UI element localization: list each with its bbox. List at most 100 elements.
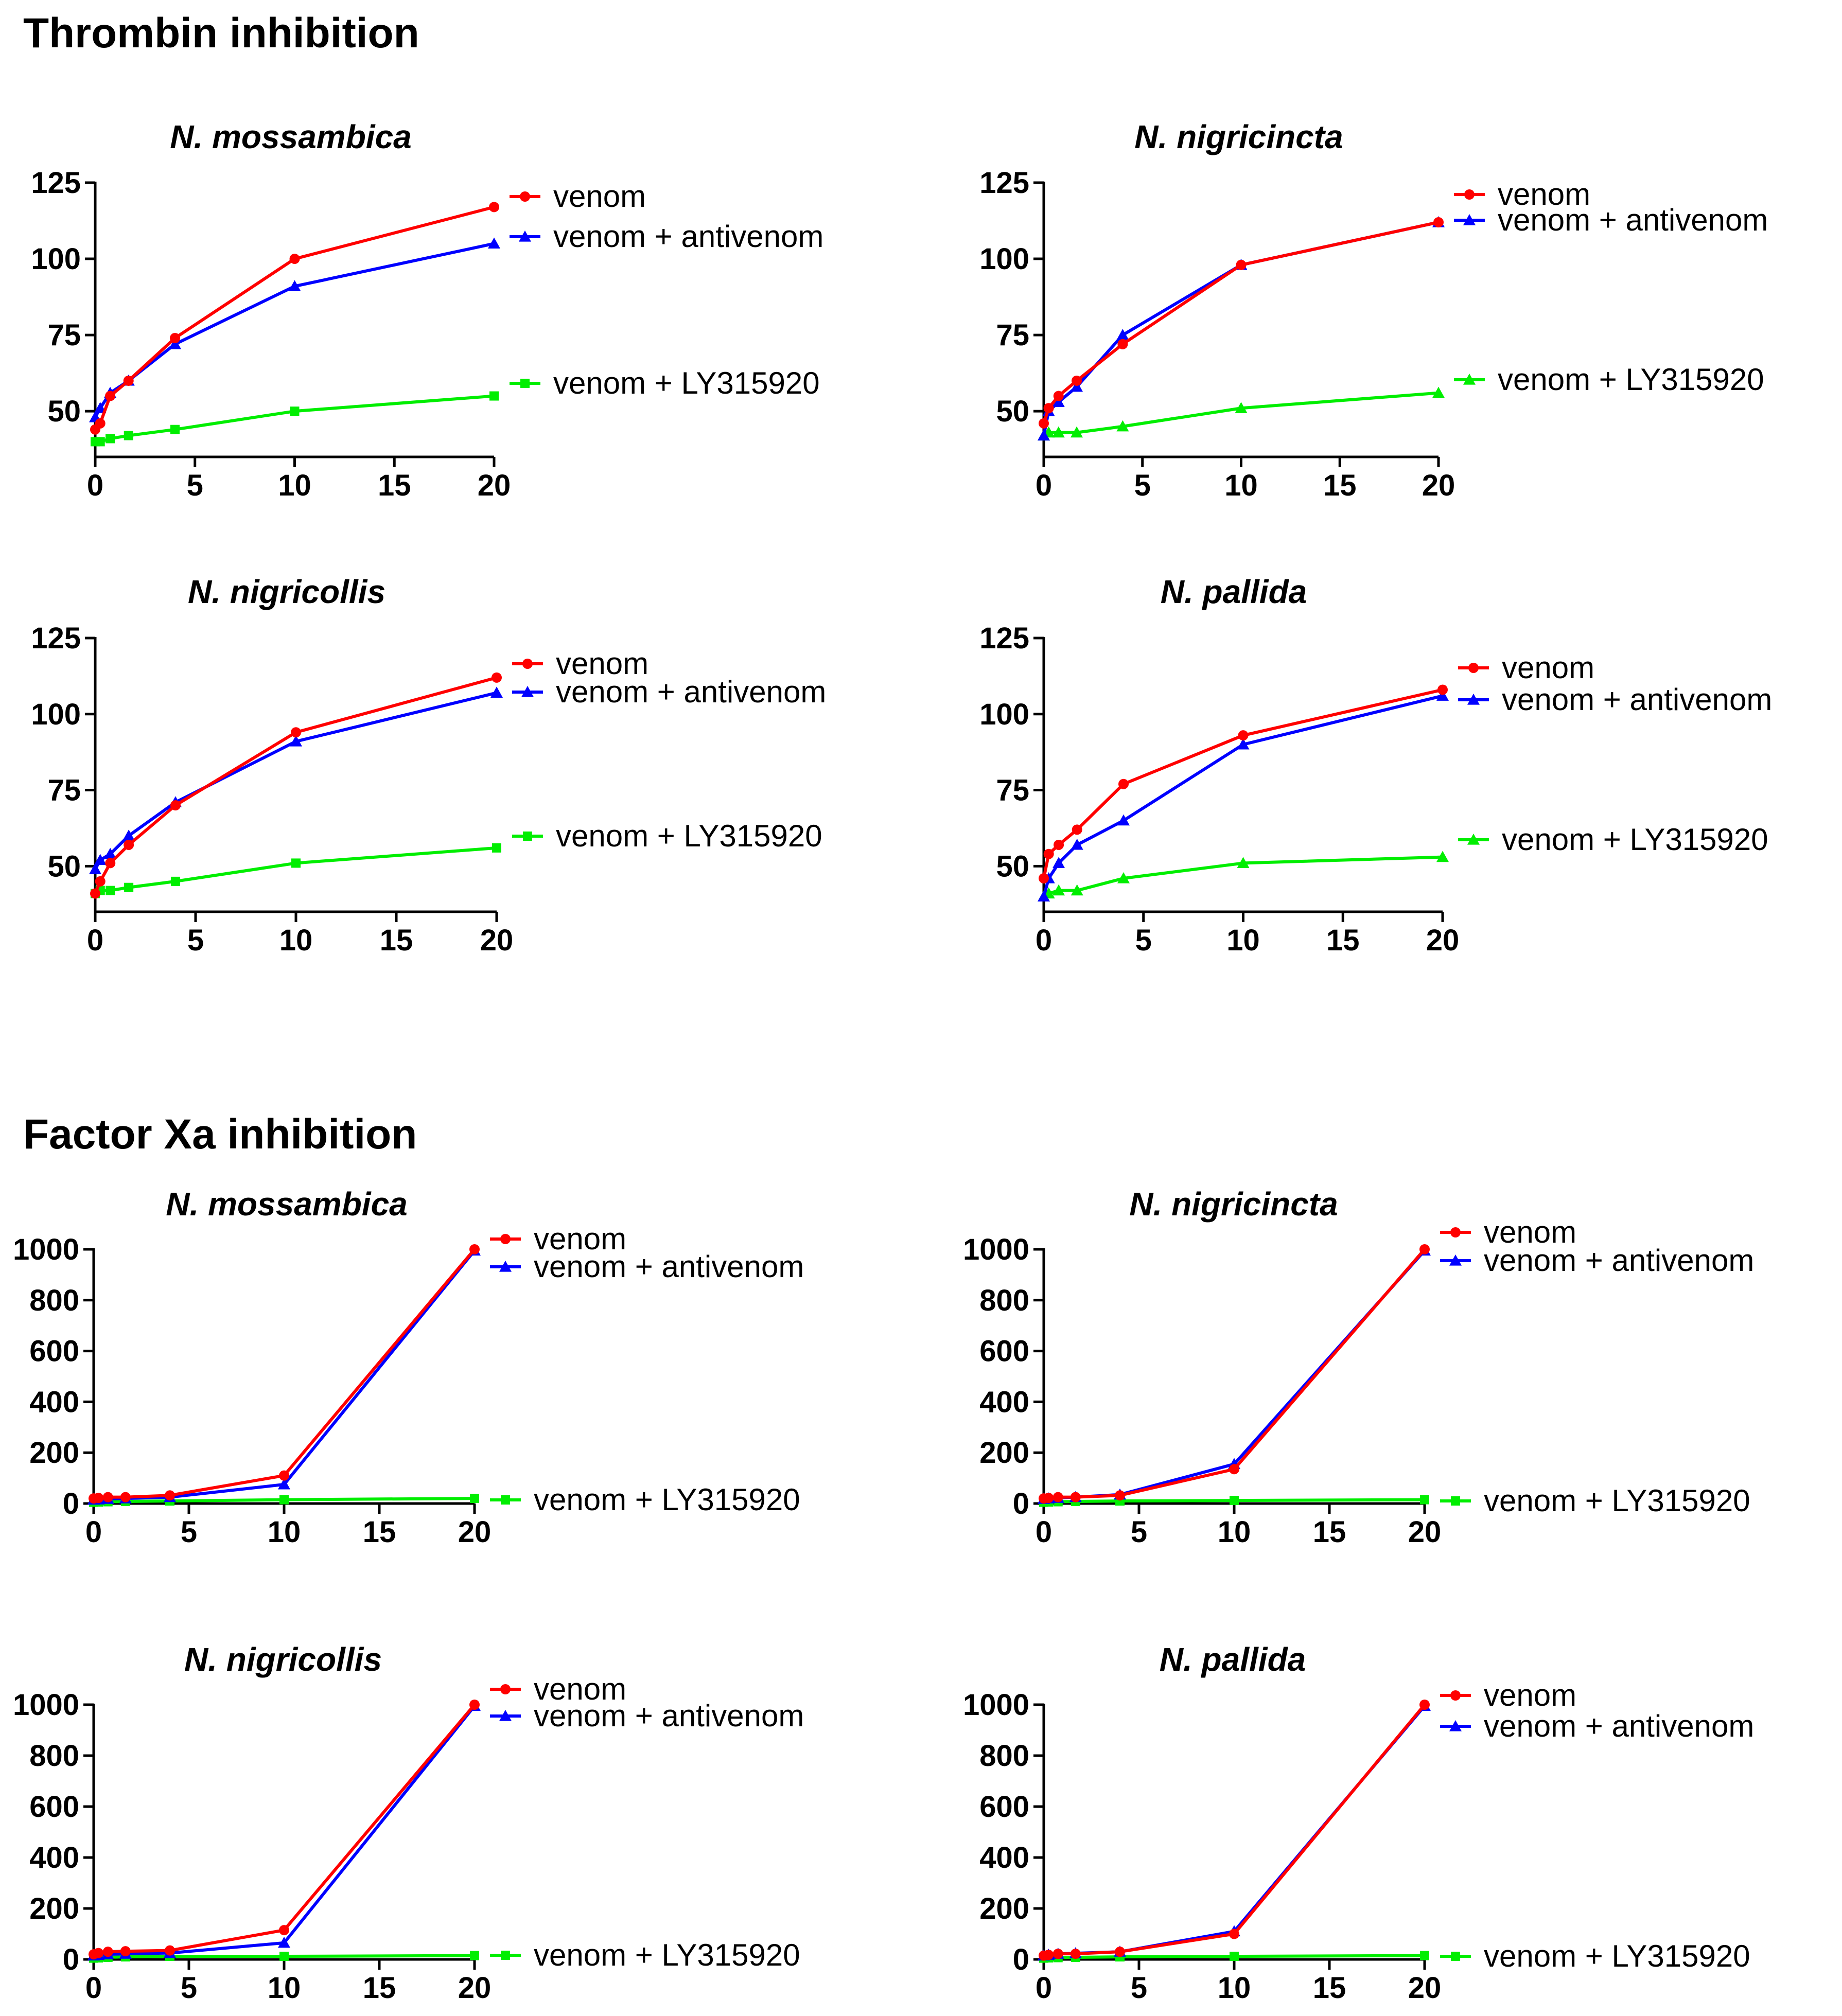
x-tick-label: 0 [1036, 1515, 1052, 1549]
legend-item-ly315920: venom + LY315920 [1440, 1939, 1750, 1973]
y-tick-label: 100 [979, 698, 1029, 731]
legend-marker-ly315920 [501, 1495, 510, 1505]
data-point-venom [289, 254, 300, 264]
x-tick-label: 0 [1036, 469, 1052, 502]
x-tick-label: 20 [478, 469, 511, 502]
data-point-antivenom [278, 1936, 290, 1948]
legend-item-ly315920: venom + LY315920 [512, 819, 822, 853]
legend-item-ly315920: venom + LY315920 [1458, 822, 1768, 857]
series-line-ly315920 [1043, 391, 1439, 437]
x-tick-label: 0 [85, 1971, 102, 2005]
y-tick-label: 400 [29, 1385, 79, 1419]
legend-item-antivenom: venom + antivenom [1458, 682, 1772, 717]
legend-marker-venom [522, 659, 533, 669]
legend-marker-antivenom [1449, 1254, 1462, 1266]
data-point-ly315920 [1116, 420, 1129, 432]
panel-title-factor-xa-mossambica: N. mossambica [166, 1186, 408, 1223]
legend-label-venom: venom [534, 1672, 626, 1706]
data-point-antivenom [94, 402, 107, 413]
legend-item-venom: venom [510, 179, 646, 214]
panel-title-thrombin-pallida: N. pallida [1161, 573, 1307, 610]
data-point-venom [1043, 1493, 1054, 1504]
x-tick-label: 15 [378, 469, 411, 502]
data-point-venom [165, 1945, 175, 1956]
legend-label-venom: venom [1498, 177, 1590, 211]
x-tick-label: 5 [1131, 1515, 1147, 1549]
x-tick-label: 10 [268, 1515, 301, 1549]
series-line-venom [1043, 1704, 1426, 1957]
data-point-venom [1070, 1492, 1081, 1502]
data-point-antivenom [1071, 380, 1083, 392]
legend-marker-antivenom [1449, 1720, 1462, 1731]
series-line-antivenom [93, 1249, 476, 1501]
data-point-venom [1052, 1492, 1063, 1502]
y-tick-label: 800 [979, 1284, 1029, 1317]
y-tick-label: 0 [1013, 1487, 1029, 1520]
legend-marker-ly315920 [1463, 374, 1476, 385]
data-point-ly315920 [470, 1494, 479, 1504]
y-tick-label: 75 [47, 774, 81, 807]
data-point-venom [123, 375, 134, 386]
legend-item-ly315920: venom + LY315920 [510, 366, 820, 400]
legend-marker-antivenom [1463, 214, 1476, 225]
legend-label-antivenom: venom + antivenom [1498, 203, 1768, 237]
panel-title-thrombin-mossambica: N. mossambica [170, 118, 412, 155]
data-point-ly315920 [279, 1952, 289, 1961]
series-venom [1039, 1244, 1430, 1504]
x-tick-label: 0 [87, 469, 103, 502]
data-point-ly315920 [290, 406, 300, 416]
legend-marker-ly315920 [523, 832, 532, 841]
data-point-antivenom [1038, 890, 1050, 902]
data-point-venom [120, 1946, 131, 1957]
legend-item-venom: venom [1440, 1215, 1576, 1249]
legend-marker-antivenom [521, 686, 534, 697]
legend-marker-venom [500, 1684, 511, 1694]
data-point-ly315920 [106, 434, 115, 444]
data-point-antivenom [1052, 396, 1065, 407]
data-point-venom [95, 418, 106, 429]
data-point-venom [1039, 418, 1049, 429]
y-tick-label: 800 [29, 1739, 79, 1773]
data-point-venom [93, 1493, 104, 1504]
data-point-venom [1053, 391, 1064, 401]
data-point-ly315920 [170, 425, 180, 434]
series-venom [1039, 684, 1448, 883]
data-point-antivenom [104, 847, 117, 859]
legend-marker-ly315920 [1467, 834, 1480, 845]
legend-label-antivenom: venom + antivenom [1484, 1709, 1754, 1743]
data-point-ly315920 [1230, 1496, 1239, 1506]
legend-item-ly315920: venom + LY315920 [1440, 1483, 1750, 1518]
y-tick-label: 0 [63, 1487, 79, 1520]
legend-item-antivenom: venom + antivenom [1454, 203, 1768, 237]
data-point-antivenom [1038, 429, 1050, 441]
y-tick-label: 400 [29, 1841, 79, 1874]
data-point-ly315920 [1237, 857, 1250, 869]
legend-label-antivenom: venom + antivenom [534, 1249, 804, 1284]
series-line-antivenom [94, 242, 495, 418]
legend-marker-venom [1464, 189, 1475, 200]
x-tick-label: 15 [363, 1971, 396, 2005]
data-point-ly315920 [291, 858, 301, 868]
x-tick-label: 15 [363, 1515, 396, 1549]
data-point-venom [1054, 839, 1064, 850]
legend-item-antivenom: venom + antivenom [490, 1699, 804, 1733]
legend-label-venom: venom [1484, 1678, 1576, 1712]
legend-marker-antivenom [499, 1261, 512, 1272]
data-point-ly315920 [1052, 884, 1065, 896]
y-tick-label: 75 [47, 319, 81, 352]
panel-title-factor-xa-nigricincta: N. nigricincta [1129, 1186, 1338, 1223]
data-point-ly315920 [492, 843, 501, 853]
legend-item-ly315920: venom + LY315920 [1454, 362, 1764, 397]
legend-item-antivenom: venom + antivenom [1440, 1243, 1754, 1278]
series-venom [1039, 217, 1444, 429]
section-title-thrombin: Thrombin inhibition [23, 10, 419, 57]
data-point-venom [1419, 1700, 1430, 1710]
data-point-venom [102, 1492, 113, 1502]
legend-item-venom: venom [1458, 650, 1594, 685]
legend-label-antivenom: venom + antivenom [1502, 682, 1772, 717]
data-point-antivenom [1237, 738, 1250, 750]
